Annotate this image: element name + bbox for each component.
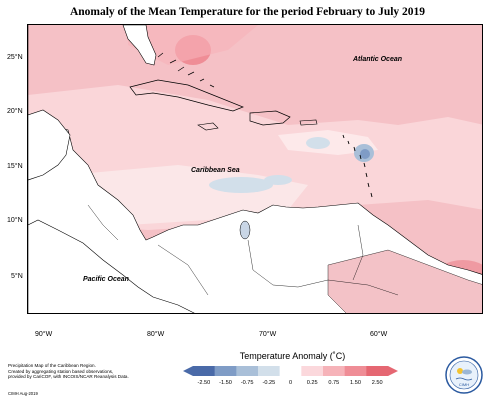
atlantic-ocean-label: Atlantic Ocean xyxy=(352,56,402,63)
pacific-ocean-label: Pacific Ocean xyxy=(83,276,129,283)
lon-tick-label: 60°W xyxy=(370,331,388,338)
cool-anomaly-central-east xyxy=(264,175,292,185)
legend-cell xyxy=(366,366,389,376)
legend-cell xyxy=(279,366,302,376)
wave-icon xyxy=(455,377,473,381)
map-panel: Atlantic Ocean Caribbean Sea Pacific Oce… xyxy=(27,24,483,314)
puerto-rico xyxy=(299,119,318,126)
legend-tick-label: 0 xyxy=(288,380,293,386)
legend-cell xyxy=(193,366,215,376)
legend-tick-label: -2.50 xyxy=(197,380,211,386)
legend-tick-label: -0.25 xyxy=(262,380,276,386)
country-borders xyxy=(87,204,399,296)
central-south-america-land xyxy=(28,25,482,313)
legend-cell xyxy=(214,366,237,376)
description-line: Created by aggregating station based obs… xyxy=(8,368,114,374)
legend-cell xyxy=(323,366,345,376)
legend-cell xyxy=(258,366,280,376)
lon-tick-label: 70°W xyxy=(259,331,277,338)
cool-anomaly-central xyxy=(209,177,273,193)
legend-arrow-right xyxy=(388,366,398,376)
yucatan xyxy=(28,109,71,181)
lake-maracaibo xyxy=(239,220,251,240)
florida xyxy=(122,25,157,66)
lon-tick-label: 80°W xyxy=(147,331,165,338)
legend-tick-label: 0.25 xyxy=(306,380,318,386)
cimh-logo: CIMH xyxy=(445,356,483,394)
map-title: Anomaly of the Mean Temperature for the … xyxy=(69,6,426,18)
cuba xyxy=(129,79,244,112)
map-description: Precipitation Map of the Caribbean Regio… xyxy=(8,363,138,380)
map-credit: CIMH Aug-2019 xyxy=(8,391,38,396)
lon-tick-label: 90°W xyxy=(35,331,53,338)
legend-tick-label: -0.75 xyxy=(240,380,254,386)
caribbean-sea-label: Caribbean Sea xyxy=(191,167,240,174)
hispaniola xyxy=(249,110,291,126)
cool-anomaly-core xyxy=(360,149,370,159)
bahamas xyxy=(157,52,215,88)
legend-colorbar xyxy=(183,366,398,376)
lat-tick-label: 25°N xyxy=(7,54,23,61)
lat-tick-label: 5°N xyxy=(11,273,23,280)
anomaly-map: Atlantic Ocean Caribbean Sea Pacific Oce… xyxy=(28,25,482,313)
sun-icon xyxy=(457,368,463,374)
guiana-shield-anomaly xyxy=(327,249,482,313)
legend-cells xyxy=(193,366,389,376)
legend-title: Temperature Anomaly (˚C) xyxy=(239,351,346,361)
lat-tick-label: 15°N xyxy=(7,163,23,170)
lat-tick-label: 20°N xyxy=(7,108,23,115)
legend-tick-label: -1.50 xyxy=(219,380,232,386)
lesser-antilles xyxy=(342,134,373,198)
description-line: provided by CariCOF, with INCOIS/NCAR Re… xyxy=(8,374,129,380)
cool-anomaly-north xyxy=(306,137,330,149)
legend-tick-label: 1.50 xyxy=(350,380,361,386)
cloud-icon xyxy=(462,369,472,375)
logo-inner xyxy=(449,360,479,390)
jamaica xyxy=(197,122,219,131)
lat-tick-label: 10°N xyxy=(7,217,23,224)
legend-arrow-left xyxy=(183,366,193,376)
logo-text: CIMH xyxy=(459,382,469,387)
description-line: Precipitation Map of the Caribbean Regio… xyxy=(8,363,96,368)
legend-cell xyxy=(236,366,259,376)
legend-cell xyxy=(301,366,324,376)
legend-cell xyxy=(344,366,367,376)
legend-tick-label: 2.50 xyxy=(371,380,383,386)
legend-tick-label: 0.75 xyxy=(328,380,340,386)
